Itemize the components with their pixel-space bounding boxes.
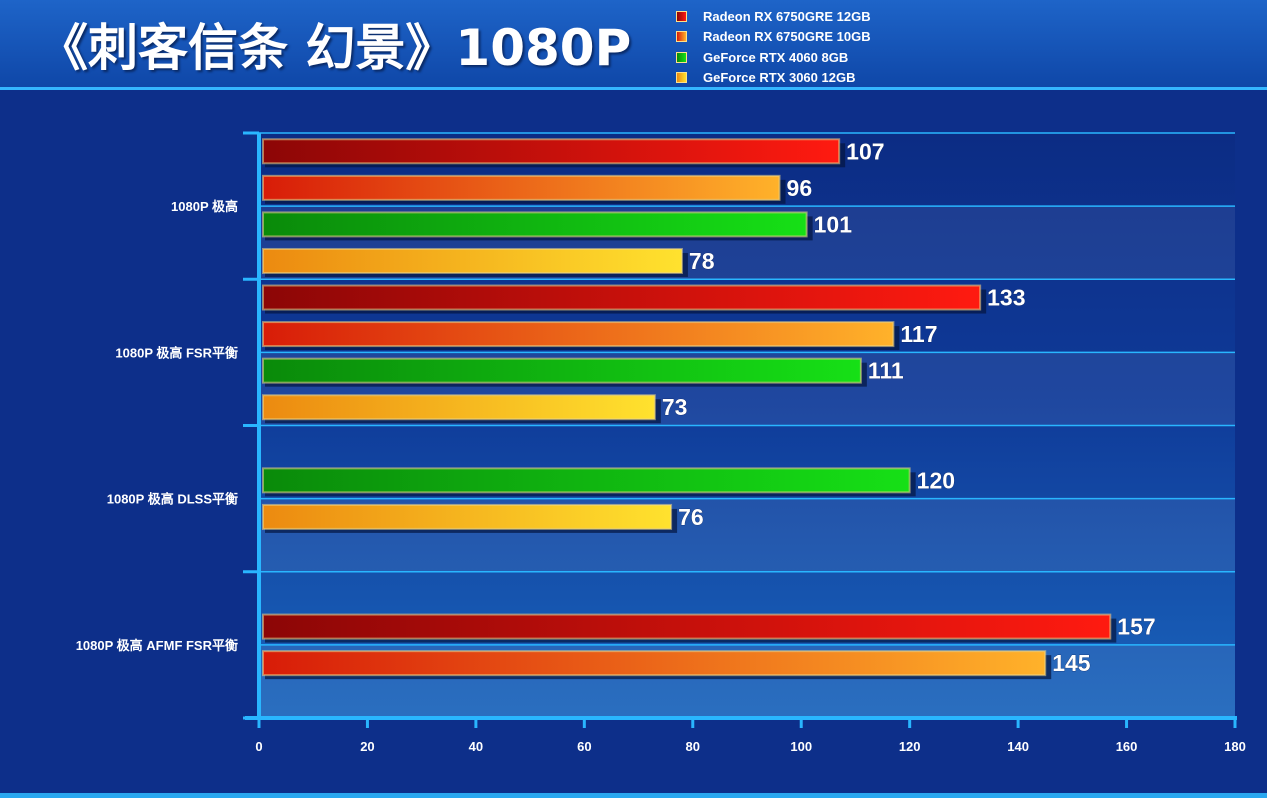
bar — [262, 247, 683, 274]
category-label: 1080P 极高 AFMF FSR平衡 — [76, 638, 238, 653]
bar-value-label: 157 — [1117, 614, 1155, 640]
bar — [262, 467, 911, 494]
bottom-border — [0, 793, 1267, 798]
bar-value-label: 76 — [678, 504, 704, 530]
bar — [262, 650, 1047, 677]
bar — [262, 357, 862, 384]
x-tick-label: 140 — [1007, 739, 1029, 754]
bar — [262, 394, 656, 421]
x-tick-label: 120 — [899, 739, 921, 754]
bar — [262, 613, 1112, 640]
bar-value-label: 133 — [987, 285, 1025, 311]
bar-value-label: 145 — [1052, 650, 1091, 676]
legend-label: GeForce RTX 3060 12GB — [703, 70, 856, 86]
legend-swatch — [676, 31, 687, 43]
x-tick-label: 160 — [1116, 739, 1138, 754]
x-tick-label: 100 — [790, 739, 812, 754]
bar — [262, 174, 781, 201]
bar-value-label: 96 — [787, 175, 813, 201]
bar — [262, 138, 841, 165]
x-tick-label: 180 — [1224, 739, 1246, 754]
bar-value-label: 120 — [917, 467, 955, 493]
bar-value-label: 73 — [662, 394, 688, 420]
legend-item: Radeon RX 6750GRE 10GB — [676, 27, 871, 48]
bar-value-label: 78 — [689, 248, 715, 274]
category-label: 1080P 极高 FSR平衡 — [115, 345, 238, 360]
bar — [262, 211, 808, 238]
legend: Radeon RX 6750GRE 12GB Radeon RX 6750GRE … — [676, 6, 871, 88]
bar-value-label: 107 — [846, 138, 884, 164]
category-label: 1080P 极高 DLSS平衡 — [107, 492, 238, 507]
x-tick-label: 80 — [686, 739, 700, 754]
bar-chart: 0 20 40 60 80 100 120 140 160 180 1080P 极高 1080P 极高… — [76, 131, 1246, 754]
legend-item: GeForce RTX 4060 8GB — [676, 47, 871, 68]
bar-value-label: 117 — [900, 321, 937, 347]
legend-swatch — [676, 51, 687, 63]
legend-swatch — [676, 10, 687, 22]
legend-label: Radeon RX 6750GRE 10GB — [703, 29, 871, 45]
legend-swatch — [676, 72, 687, 84]
bar — [262, 321, 895, 348]
category-label: 1080P 极高 — [171, 199, 238, 214]
x-tick-label: 20 — [360, 739, 374, 754]
x-tick-label: 60 — [577, 739, 591, 754]
x-tick-label: 0 — [255, 739, 262, 754]
bar-value-label: 111 — [868, 358, 904, 384]
legend-label: Radeon RX 6750GRE 12GB — [703, 8, 871, 24]
legend-item: GeForce RTX 3060 12GB — [676, 68, 871, 89]
header-bar: 《刺客信条 幻景》1080P Radeon RX 6750GRE 12GB Rad… — [0, 0, 1267, 90]
legend-item: Radeon RX 6750GRE 12GB — [676, 6, 871, 27]
legend-label: GeForce RTX 4060 8GB — [703, 49, 849, 65]
bar — [262, 284, 982, 311]
chart-title: 《刺客信条 幻景》1080P — [38, 19, 632, 77]
bar — [262, 503, 673, 530]
bar-value-label: 101 — [814, 211, 853, 237]
x-tick-label: 40 — [469, 739, 483, 754]
